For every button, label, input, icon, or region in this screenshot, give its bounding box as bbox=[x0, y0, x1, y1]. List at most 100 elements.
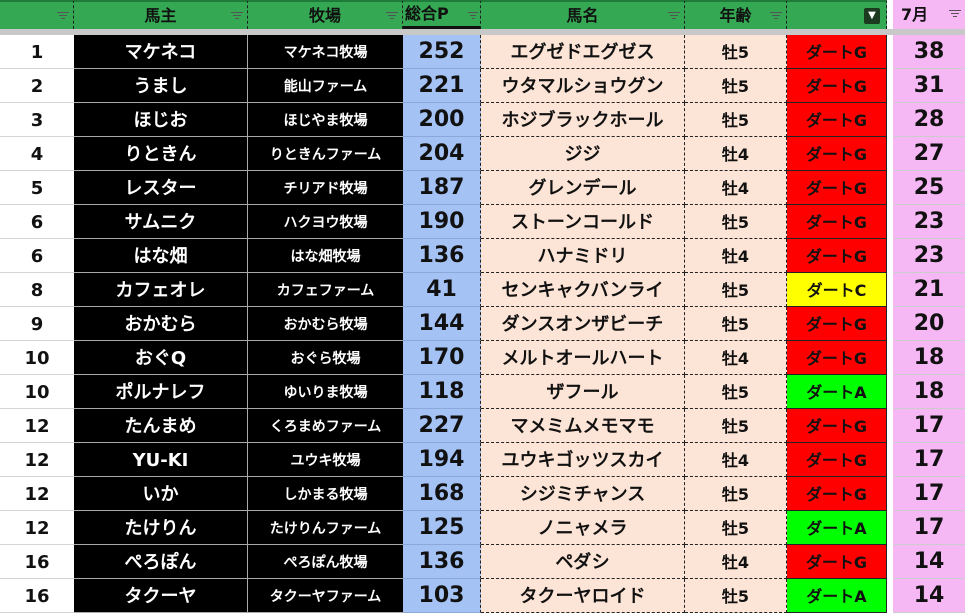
farm-cell[interactable]: はな畑牧場 bbox=[248, 239, 403, 273]
rank-cell[interactable]: 12 bbox=[0, 511, 74, 545]
age-cell[interactable]: 牡5 bbox=[685, 35, 787, 69]
farm-cell[interactable]: りときんファーム bbox=[248, 137, 403, 171]
points-cell[interactable]: 118 bbox=[403, 375, 481, 409]
grade-cell[interactable]: ダートG bbox=[787, 171, 887, 205]
filter-icon[interactable] bbox=[231, 12, 243, 22]
month-points-cell[interactable]: 25 bbox=[893, 171, 965, 205]
owner-cell[interactable]: おかむら bbox=[74, 307, 248, 341]
points-cell[interactable]: 170 bbox=[403, 341, 481, 375]
rank-cell[interactable]: 16 bbox=[0, 545, 74, 579]
month-points-cell[interactable]: 17 bbox=[893, 443, 965, 477]
month-points-cell[interactable]: 21 bbox=[893, 273, 965, 307]
header-horse[interactable]: 馬名 bbox=[481, 0, 685, 29]
header-month[interactable]: 7月 bbox=[893, 0, 965, 29]
owner-cell[interactable]: いか bbox=[74, 477, 248, 511]
age-cell[interactable]: 牡5 bbox=[685, 103, 787, 137]
grade-cell[interactable]: ダートG bbox=[787, 103, 887, 137]
header-points[interactable]: 総合P bbox=[403, 0, 481, 29]
points-cell[interactable]: 168 bbox=[403, 477, 481, 511]
points-cell[interactable]: 41 bbox=[403, 273, 481, 307]
age-cell[interactable]: 牡5 bbox=[685, 375, 787, 409]
owner-cell[interactable]: りときん bbox=[74, 137, 248, 171]
month-points-cell[interactable]: 18 bbox=[893, 375, 965, 409]
age-cell[interactable]: 牡4 bbox=[685, 137, 787, 171]
farm-cell[interactable]: ぺろぽん牧場 bbox=[248, 545, 403, 579]
farm-cell[interactable]: くろまめファーム bbox=[248, 409, 403, 443]
rank-cell[interactable]: 16 bbox=[0, 579, 74, 613]
points-cell[interactable]: 136 bbox=[403, 239, 481, 273]
horse-name-cell[interactable]: エグゼドエグゼス bbox=[481, 35, 685, 69]
farm-cell[interactable]: ユウキ牧場 bbox=[248, 443, 403, 477]
age-cell[interactable]: 牡5 bbox=[685, 409, 787, 443]
farm-cell[interactable]: タクーヤファーム bbox=[248, 579, 403, 613]
month-points-cell[interactable]: 20 bbox=[893, 307, 965, 341]
rank-cell[interactable]: 12 bbox=[0, 409, 74, 443]
header-age[interactable]: 年齢 bbox=[685, 0, 787, 29]
points-cell[interactable]: 200 bbox=[403, 103, 481, 137]
header-owner[interactable]: 馬主 bbox=[74, 0, 248, 29]
month-points-cell[interactable]: 38 bbox=[893, 35, 965, 69]
points-cell[interactable]: 194 bbox=[403, 443, 481, 477]
month-points-cell[interactable]: 23 bbox=[893, 205, 965, 239]
horse-name-cell[interactable]: タクーヤロイド bbox=[481, 579, 685, 613]
month-points-cell[interactable]: 17 bbox=[893, 477, 965, 511]
points-cell[interactable]: 125 bbox=[403, 511, 481, 545]
rank-cell[interactable]: 12 bbox=[0, 477, 74, 511]
month-points-cell[interactable]: 17 bbox=[893, 511, 965, 545]
horse-name-cell[interactable]: ダンスオンザビーチ bbox=[481, 307, 685, 341]
points-cell[interactable]: 252 bbox=[403, 35, 481, 69]
rank-cell[interactable]: 4 bbox=[0, 137, 74, 171]
farm-cell[interactable]: ハクヨウ牧場 bbox=[248, 205, 403, 239]
age-cell[interactable]: 牡4 bbox=[685, 239, 787, 273]
owner-cell[interactable]: おぐQ bbox=[74, 341, 248, 375]
grade-cell[interactable]: ダートA bbox=[787, 579, 887, 613]
points-cell[interactable]: 221 bbox=[403, 69, 481, 103]
age-cell[interactable]: 牡5 bbox=[685, 273, 787, 307]
farm-cell[interactable]: おぐら牧場 bbox=[248, 341, 403, 375]
owner-cell[interactable]: ほじお bbox=[74, 103, 248, 137]
grade-cell[interactable]: ダートG bbox=[787, 443, 887, 477]
owner-cell[interactable]: ポルナレフ bbox=[74, 375, 248, 409]
filter-icon[interactable] bbox=[668, 12, 680, 22]
points-cell[interactable]: 144 bbox=[403, 307, 481, 341]
month-points-cell[interactable]: 17 bbox=[893, 409, 965, 443]
horse-name-cell[interactable]: ハナミドリ bbox=[481, 239, 685, 273]
filter-icon[interactable] bbox=[386, 12, 398, 22]
owner-cell[interactable]: マケネコ bbox=[74, 35, 248, 69]
farm-cell[interactable]: マケネコ牧場 bbox=[248, 35, 403, 69]
filter-icon[interactable] bbox=[468, 12, 478, 22]
grade-cell[interactable]: ダートA bbox=[787, 375, 887, 409]
horse-name-cell[interactable]: シジミチャンス bbox=[481, 477, 685, 511]
horse-name-cell[interactable]: センキャクバンライ bbox=[481, 273, 685, 307]
rank-cell[interactable]: 10 bbox=[0, 375, 74, 409]
rank-cell[interactable]: 6 bbox=[0, 205, 74, 239]
rank-cell[interactable]: 6 bbox=[0, 239, 74, 273]
filter-active-icon[interactable]: ▼ bbox=[864, 8, 880, 24]
farm-cell[interactable]: たけりんファーム bbox=[248, 511, 403, 545]
grade-cell[interactable]: ダートG bbox=[787, 409, 887, 443]
grade-cell[interactable]: ダートG bbox=[787, 137, 887, 171]
owner-cell[interactable]: はな畑 bbox=[74, 239, 248, 273]
farm-cell[interactable]: 能山ファーム bbox=[248, 69, 403, 103]
owner-cell[interactable]: たけりん bbox=[74, 511, 248, 545]
rank-cell[interactable]: 1 bbox=[0, 35, 74, 69]
month-points-cell[interactable]: 23 bbox=[893, 239, 965, 273]
horse-name-cell[interactable]: マメミムメモマモ bbox=[481, 409, 685, 443]
horse-name-cell[interactable]: ノニャメラ bbox=[481, 511, 685, 545]
owner-cell[interactable]: レスター bbox=[74, 171, 248, 205]
age-cell[interactable]: 牡5 bbox=[685, 205, 787, 239]
rank-cell[interactable]: 10 bbox=[0, 341, 74, 375]
grade-cell[interactable]: ダートC bbox=[787, 273, 887, 307]
filter-icon[interactable] bbox=[770, 12, 782, 22]
grade-cell[interactable]: ダートG bbox=[787, 239, 887, 273]
horse-name-cell[interactable]: ペダシ bbox=[481, 545, 685, 579]
rank-cell[interactable]: 5 bbox=[0, 171, 74, 205]
age-cell[interactable]: 牡5 bbox=[685, 579, 787, 613]
header-rank[interactable] bbox=[0, 0, 74, 29]
grade-cell[interactable]: ダートG bbox=[787, 205, 887, 239]
points-cell[interactable]: 187 bbox=[403, 171, 481, 205]
owner-cell[interactable]: タクーヤ bbox=[74, 579, 248, 613]
points-cell[interactable]: 204 bbox=[403, 137, 481, 171]
month-points-cell[interactable]: 18 bbox=[893, 341, 965, 375]
owner-cell[interactable]: たんまめ bbox=[74, 409, 248, 443]
